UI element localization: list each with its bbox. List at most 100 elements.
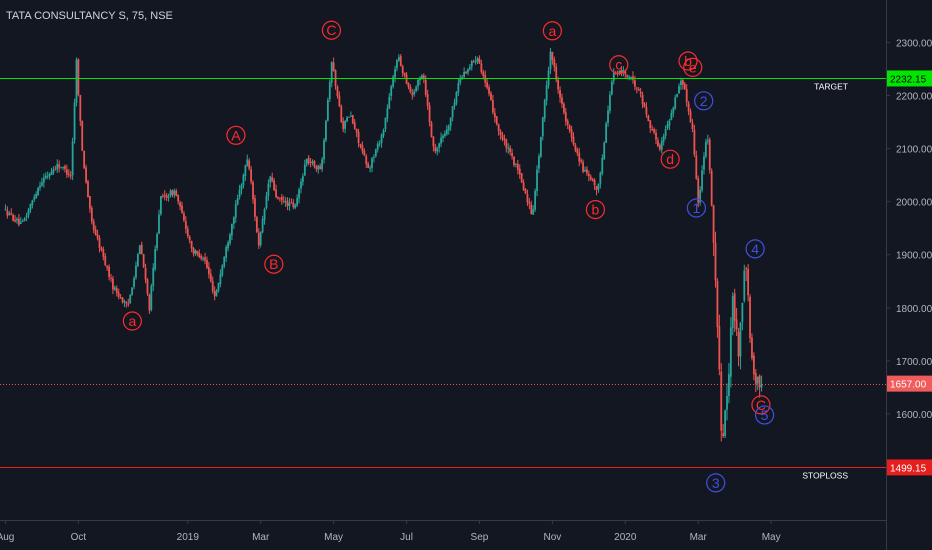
candle-body bbox=[355, 128, 358, 133]
candle-body bbox=[401, 66, 404, 73]
wave-label-red-B: B bbox=[264, 254, 284, 274]
candle-body bbox=[438, 143, 441, 148]
x-tick-label: Jul bbox=[400, 532, 413, 543]
candle-body bbox=[148, 294, 151, 311]
candle-body bbox=[236, 197, 239, 205]
candle-body bbox=[315, 166, 318, 169]
candle-body bbox=[541, 117, 544, 137]
candle-body bbox=[733, 293, 736, 321]
candle-body bbox=[231, 223, 233, 236]
candle-body bbox=[244, 165, 247, 177]
candle-body bbox=[18, 218, 20, 225]
candle-body bbox=[44, 175, 47, 179]
time-axis[interactable]: Aug Oct 2019 Mar May Jul Sep Nov 2020 Mar May bbox=[0, 520, 781, 543]
candle-body bbox=[65, 169, 68, 175]
wave-label-text: B bbox=[269, 256, 278, 272]
candle-body bbox=[674, 97, 677, 109]
candle-body bbox=[424, 79, 427, 95]
candle-body bbox=[555, 66, 558, 80]
candle-body bbox=[365, 156, 368, 165]
candle-body bbox=[647, 115, 650, 122]
candle-body bbox=[12, 214, 15, 221]
candle-body bbox=[209, 273, 212, 281]
candle-body bbox=[89, 195, 91, 209]
candle-body bbox=[303, 164, 306, 176]
candle-body bbox=[445, 129, 448, 135]
candle-body bbox=[252, 181, 254, 200]
candle-body bbox=[81, 120, 84, 151]
candle-body bbox=[154, 249, 157, 270]
candle-body bbox=[156, 234, 158, 249]
wave-label-text: d bbox=[666, 151, 674, 167]
candle-body bbox=[561, 97, 563, 104]
candle-body bbox=[486, 82, 489, 88]
candle-body bbox=[183, 213, 185, 221]
candle-body bbox=[572, 136, 575, 145]
candle-body bbox=[678, 85, 680, 94]
candle-body bbox=[691, 122, 694, 130]
candle-body bbox=[413, 91, 416, 95]
stoploss-price-tag bbox=[887, 459, 932, 476]
wave-label-red-d: d bbox=[660, 149, 680, 169]
wave-label-text: b bbox=[592, 202, 600, 218]
candle-body bbox=[689, 111, 692, 123]
wave-label-circle bbox=[585, 199, 606, 220]
wave-label-circle bbox=[694, 91, 714, 111]
horizontal-lines-layer: TARGET STOPLOSS bbox=[0, 78, 886, 481]
candle-body bbox=[507, 147, 510, 149]
candle-body bbox=[584, 169, 586, 172]
candle-body bbox=[580, 160, 583, 162]
wave-label-text: C bbox=[756, 397, 766, 413]
wave-label-blue-2: 2 bbox=[694, 91, 714, 111]
y-tick-label: 1800.00 bbox=[896, 304, 932, 315]
candle-body bbox=[257, 233, 260, 246]
candle-body bbox=[538, 156, 540, 169]
y-tick-label: 1900.00 bbox=[896, 251, 932, 262]
candle-body bbox=[194, 250, 197, 254]
wave-label-circle bbox=[122, 311, 142, 331]
candle-body bbox=[420, 75, 423, 79]
candle-body bbox=[551, 51, 554, 61]
candle-body bbox=[336, 86, 339, 97]
candle-body bbox=[488, 87, 490, 94]
candle-body bbox=[35, 194, 38, 199]
candle-body bbox=[259, 231, 262, 245]
candle-body bbox=[566, 120, 569, 125]
candle-body bbox=[227, 242, 229, 249]
candle-body bbox=[726, 396, 728, 410]
candle-body bbox=[179, 202, 181, 207]
candle-body bbox=[543, 100, 546, 119]
candle-body bbox=[428, 105, 431, 123]
candle-body bbox=[407, 82, 410, 87]
candle-body bbox=[332, 62, 335, 71]
candle-body bbox=[672, 107, 675, 114]
candle-body bbox=[217, 282, 220, 292]
candle-body bbox=[242, 175, 245, 186]
candle-body bbox=[626, 75, 629, 77]
target-price-tag bbox=[887, 70, 932, 87]
wave-label-red-c: c bbox=[609, 55, 629, 75]
wave-label-text: 5 bbox=[761, 407, 769, 423]
candle-body bbox=[123, 301, 126, 303]
wave-label-red-b: b bbox=[678, 51, 698, 71]
candle-body bbox=[160, 196, 162, 215]
candle-body bbox=[397, 57, 400, 61]
candle-body bbox=[321, 159, 324, 170]
candle-body bbox=[52, 169, 55, 173]
candle-body bbox=[188, 236, 191, 241]
candle-body bbox=[635, 87, 638, 89]
wave-label-text: e bbox=[689, 59, 697, 75]
candle-body bbox=[361, 145, 364, 152]
candle-body bbox=[90, 207, 93, 222]
candle-body bbox=[539, 137, 542, 157]
wave-label-text: 2 bbox=[700, 93, 708, 109]
symbol-title: TATA CONSULTANCY S, 75, NSE bbox=[6, 10, 173, 22]
candle-body bbox=[595, 186, 598, 190]
candle-body bbox=[319, 166, 322, 169]
candle-body bbox=[131, 287, 134, 295]
candle-body bbox=[353, 122, 356, 129]
candle-body bbox=[263, 208, 266, 221]
